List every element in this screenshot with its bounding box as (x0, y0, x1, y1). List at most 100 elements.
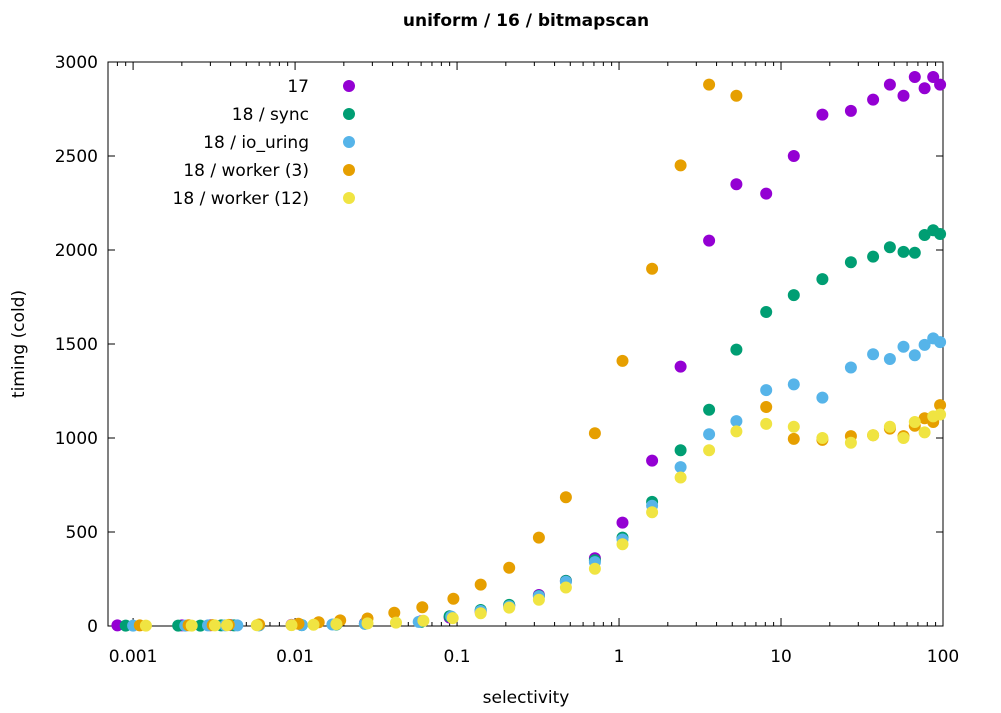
data-point (867, 348, 880, 361)
data-point (844, 256, 857, 269)
data-point (816, 273, 829, 286)
data-point (918, 426, 931, 439)
data-point (867, 93, 880, 106)
data-point (730, 415, 743, 428)
data-point (883, 78, 896, 91)
data-point (844, 361, 857, 374)
data-point (844, 436, 857, 449)
data-point (250, 619, 263, 632)
y-tick-label: 0 (87, 617, 98, 637)
legend-label: 17 (287, 77, 309, 97)
data-point (897, 89, 910, 102)
series-4 (139, 408, 947, 632)
data-point (897, 245, 910, 258)
data-point (883, 420, 896, 433)
data-point (760, 401, 773, 413)
data-point (883, 241, 896, 254)
x-tick-label: 0.01 (276, 647, 314, 667)
data-point (883, 353, 896, 365)
data-point (447, 592, 460, 605)
data-point (730, 343, 743, 356)
data-point (908, 416, 921, 428)
legend: 17 18 / sync 18 / io_uring 18 / worker (3) 1… (173, 77, 355, 209)
data-point (730, 89, 743, 102)
data-point (559, 581, 572, 594)
data-point (674, 471, 687, 484)
legend-marker (343, 80, 355, 92)
data-point (703, 428, 716, 441)
data-points (111, 71, 947, 632)
data-point (897, 432, 910, 444)
data-point (532, 531, 545, 544)
legend-marker (343, 192, 355, 204)
data-point (646, 454, 659, 467)
y-tick-label: 2000 (55, 241, 98, 261)
data-point (934, 336, 947, 349)
data-point (616, 516, 629, 529)
data-point (934, 228, 947, 240)
data-point (703, 78, 716, 91)
data-point (388, 606, 401, 619)
data-point (760, 187, 773, 200)
data-point (908, 246, 921, 259)
chart-title: uniform / 16 / bitmapscan (403, 11, 649, 31)
data-point (503, 561, 516, 574)
y-axis-label: timing (cold) (9, 290, 29, 398)
legend-label: 18 / sync (232, 105, 309, 125)
data-point (616, 538, 629, 551)
data-point (646, 262, 659, 275)
data-point (760, 417, 773, 430)
y-tick-label: 2500 (55, 147, 98, 167)
data-point (787, 289, 800, 302)
data-point (867, 429, 880, 442)
data-point (330, 618, 343, 631)
data-point (446, 612, 459, 625)
data-point (417, 614, 430, 627)
legend-marker (343, 164, 355, 176)
data-point (908, 349, 921, 362)
data-point (730, 178, 743, 191)
legend-label: 18 / worker (3) (183, 161, 309, 181)
data-point (185, 619, 198, 632)
data-point (816, 391, 829, 404)
data-point (703, 444, 716, 457)
x-tick-label: 100 (927, 647, 959, 667)
data-point (787, 378, 800, 391)
data-point (760, 306, 773, 318)
data-point (588, 427, 601, 440)
data-point (390, 616, 402, 629)
data-point (139, 619, 152, 632)
data-point (760, 384, 773, 397)
data-point (674, 159, 687, 172)
data-point (703, 234, 716, 247)
data-point (934, 399, 947, 412)
legend-label: 18 / io_uring (203, 133, 309, 153)
x-tick-label: 1 (614, 647, 625, 667)
series-0 (111, 71, 947, 632)
data-point (532, 593, 545, 606)
y-tick-label: 3000 (55, 53, 98, 73)
y-tick-label: 1500 (55, 335, 98, 355)
series-2 (127, 332, 947, 632)
data-point (674, 444, 687, 457)
data-point (934, 78, 947, 91)
data-point (787, 420, 800, 433)
y-tick-label: 1000 (55, 429, 98, 449)
data-point (307, 618, 320, 631)
data-point (474, 578, 487, 591)
data-point (474, 607, 487, 620)
data-point (816, 432, 829, 444)
data-point (918, 338, 931, 351)
x-tick-label: 0.001 (109, 647, 158, 667)
y-tick-label: 500 (66, 523, 98, 543)
data-point (674, 360, 687, 373)
data-point (816, 108, 829, 121)
data-point (285, 619, 298, 632)
legend-label: 18 / worker (12) (173, 189, 309, 209)
data-point (674, 461, 687, 474)
data-point (918, 82, 931, 95)
x-axis-label: selectivity (483, 688, 570, 708)
data-point (503, 601, 516, 614)
data-point (867, 250, 880, 263)
